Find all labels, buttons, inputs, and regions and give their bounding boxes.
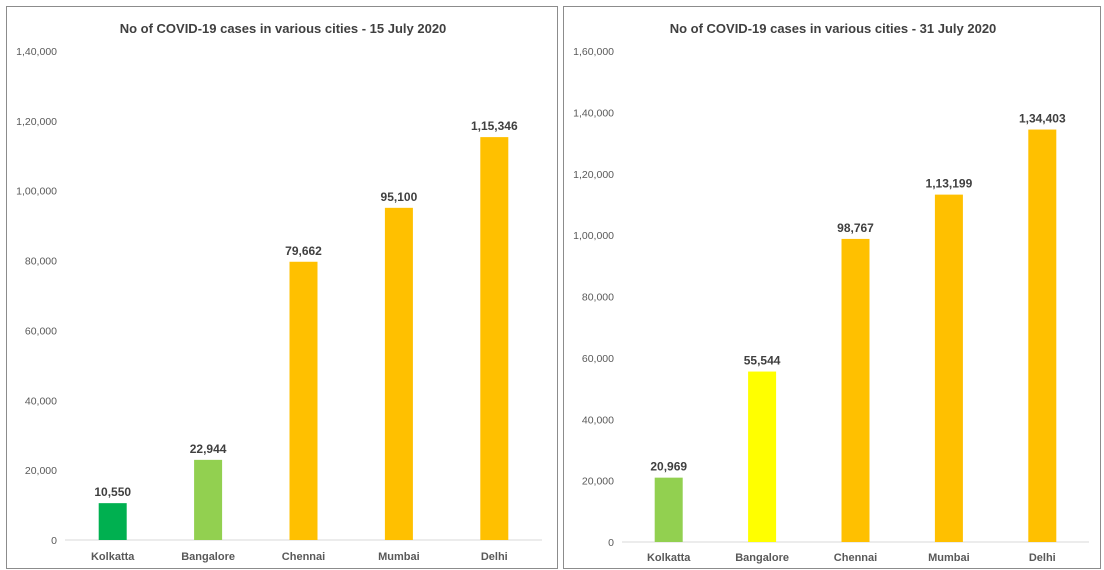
y-tick-label: 1,00,000: [16, 186, 57, 198]
x-tick-label: Chennai: [282, 551, 325, 563]
bar-delhi: [480, 137, 509, 540]
data-label: 1,34,403: [1019, 112, 1066, 126]
bar-mumbai: [384, 207, 413, 540]
y-tick-label: 0: [51, 535, 57, 547]
data-label: 55,544: [744, 354, 781, 368]
data-label: 95,100: [381, 190, 418, 204]
data-label: 1,13,199: [926, 177, 973, 191]
x-tick-label: Mumbai: [378, 551, 420, 563]
data-label: 20,969: [650, 460, 687, 474]
bar-kolkatta: [98, 503, 127, 540]
y-tick-label: 60,000: [582, 353, 614, 365]
y-tick-label: 1,60,000: [573, 46, 614, 58]
bar-chart-15-july: No of COVID-19 cases in various cities -…: [16, 21, 542, 563]
x-tick-label: Delhi: [1029, 552, 1056, 564]
y-tick-label: 1,00,000: [573, 230, 614, 242]
bar-bangalore: [194, 459, 223, 540]
bar-bangalore: [748, 371, 777, 542]
data-label: 22,944: [190, 442, 227, 456]
chart-title: No of COVID-19 cases in various cities -…: [670, 21, 997, 36]
data-label: 79,662: [285, 244, 322, 258]
y-tick-label: 1,20,000: [16, 116, 57, 128]
chart-title: No of COVID-19 cases in various cities -…: [120, 21, 447, 36]
x-tick-label: Mumbai: [928, 552, 970, 564]
x-tick-label: Kolkatta: [91, 551, 135, 563]
y-tick-label: 60,000: [25, 325, 57, 337]
bar-kolkatta: [654, 477, 683, 542]
bar-chart-31-july: No of COVID-19 cases in various cities -…: [573, 21, 1089, 564]
data-label: 1,15,346: [471, 119, 518, 133]
y-tick-label: 80,000: [25, 256, 57, 268]
x-tick-label: Bangalore: [181, 551, 235, 563]
data-label: 98,767: [837, 221, 874, 235]
x-tick-label: Kolkatta: [647, 552, 691, 564]
data-label: 10,550: [94, 485, 131, 499]
bar-chennai: [289, 261, 318, 540]
chart-panel-15-july: No of COVID-19 cases in various cities -…: [6, 6, 558, 569]
y-tick-label: 20,000: [25, 465, 57, 477]
y-tick-label: 0: [608, 537, 614, 549]
x-tick-label: Chennai: [834, 552, 877, 564]
x-tick-label: Bangalore: [735, 552, 789, 564]
chart-panel-31-july: No of COVID-19 cases in various cities -…: [563, 6, 1101, 569]
x-tick-label: Delhi: [481, 551, 508, 563]
y-tick-label: 20,000: [582, 476, 614, 488]
y-tick-label: 1,40,000: [573, 107, 614, 119]
bar-chennai: [841, 238, 870, 543]
y-tick-label: 1,40,000: [16, 46, 57, 58]
y-tick-label: 80,000: [582, 292, 614, 304]
y-tick-label: 40,000: [25, 395, 57, 407]
y-tick-label: 40,000: [582, 414, 614, 426]
y-tick-label: 1,20,000: [573, 169, 614, 181]
bar-delhi: [1028, 129, 1057, 543]
bar-mumbai: [934, 194, 963, 542]
